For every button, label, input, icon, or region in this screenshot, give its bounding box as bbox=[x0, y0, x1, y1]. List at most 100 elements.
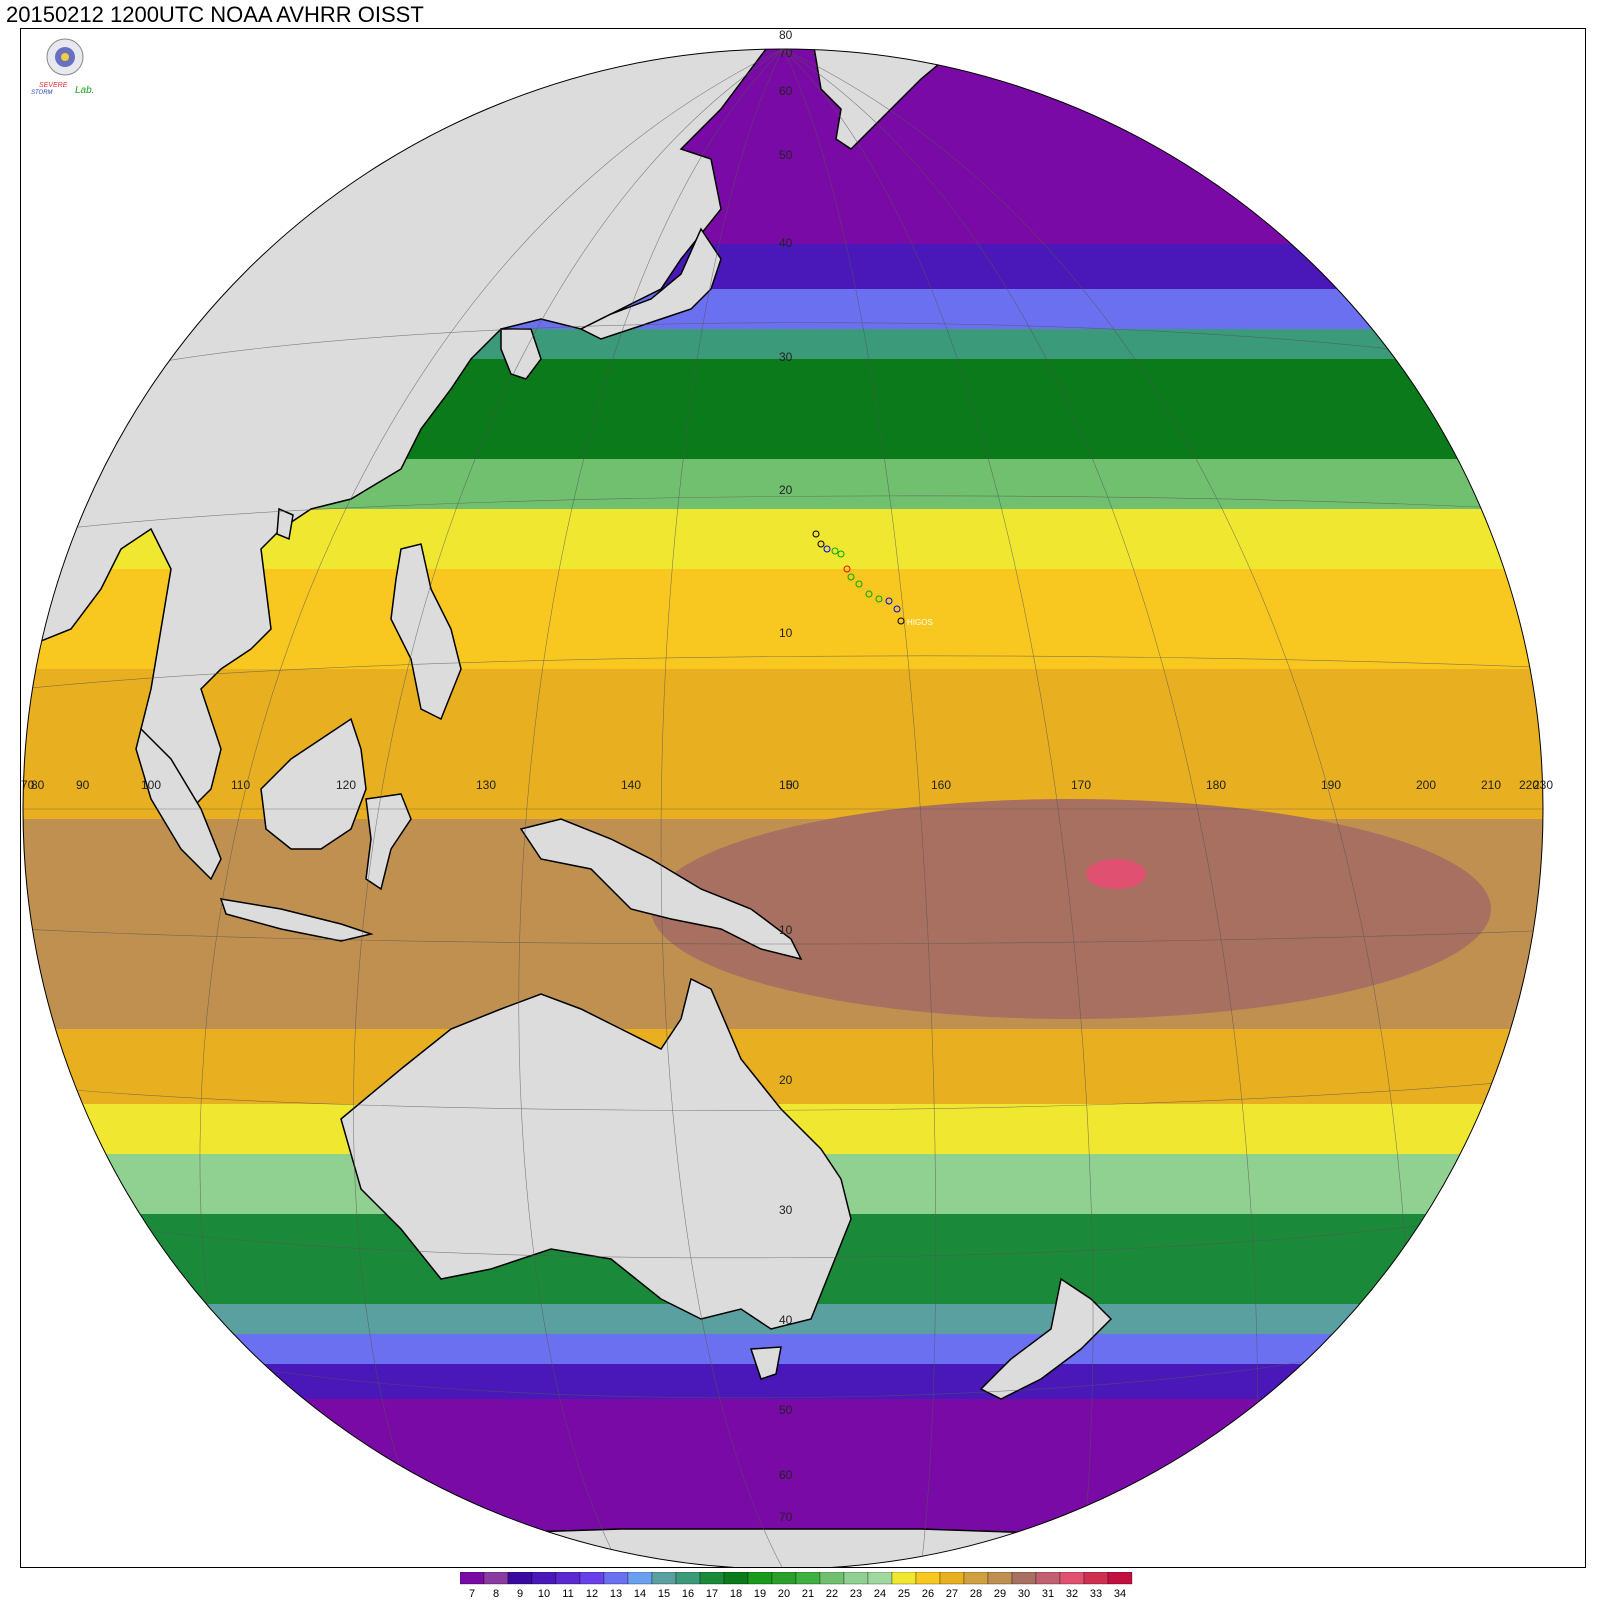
colorbar-swatch-17 bbox=[699, 1572, 725, 1585]
colorbar-swatch-30 bbox=[1011, 1572, 1037, 1585]
colorbar-swatch-14 bbox=[627, 1572, 653, 1585]
lat-label-60n: 60 bbox=[779, 84, 793, 98]
colorbar-swatch-31 bbox=[1035, 1572, 1061, 1585]
lat-label-40s: 40 bbox=[779, 1313, 793, 1327]
sst-warm-core bbox=[651, 799, 1491, 1019]
graticule bbox=[23, 49, 1543, 1567]
lon-label-120: 120 bbox=[336, 778, 356, 792]
logo-storm-text: STORM bbox=[31, 90, 53, 96]
colorbar-label-34: 34 bbox=[1114, 1588, 1126, 1600]
antarctica-edge bbox=[23, 1528, 1543, 1567]
colorbar-swatch-21 bbox=[795, 1572, 821, 1585]
colorbar-label-9: 9 bbox=[517, 1588, 523, 1600]
colorbar-label-33: 33 bbox=[1090, 1588, 1102, 1600]
lon-label-140: 140 bbox=[621, 778, 641, 792]
lon-label-150: 150 bbox=[779, 778, 799, 792]
lon-label-180: 180 bbox=[1206, 778, 1226, 792]
colorbar-label-28: 28 bbox=[970, 1588, 982, 1600]
java bbox=[219, 898, 374, 942]
map-frame: HIGOS 70 80 90 100 110 120 130 140 150 1… bbox=[20, 28, 1586, 1568]
colorbar-label-7: 7 bbox=[469, 1588, 475, 1600]
colorbar-swatch-12 bbox=[579, 1572, 605, 1585]
colorbar-swatch-29 bbox=[987, 1572, 1013, 1585]
storm-label: HIGOS bbox=[907, 618, 933, 627]
lon-label-100: 100 bbox=[141, 778, 161, 792]
lon-label-220: 220 bbox=[1519, 778, 1539, 792]
colorbar-swatch-22 bbox=[819, 1572, 845, 1585]
sumatra bbox=[135, 727, 222, 881]
colorbar-swatch-9 bbox=[507, 1572, 533, 1585]
sst-hot-spot bbox=[1086, 859, 1146, 889]
colorbar-label-20: 20 bbox=[778, 1588, 790, 1600]
lat-label-50n: 50 bbox=[779, 148, 793, 162]
latitude-labels: 80 70 60 50 40 30 20 10 0 10 20 30 40 50… bbox=[779, 29, 793, 1524]
lon-label-190: 190 bbox=[1321, 778, 1341, 792]
colorbar-swatch-33 bbox=[1083, 1572, 1109, 1585]
lat-label-20n: 20 bbox=[779, 483, 793, 497]
sst-band-north-cold bbox=[23, 49, 1543, 249]
colorbar-label-17: 17 bbox=[706, 1588, 718, 1600]
colorbar-label-12: 12 bbox=[586, 1588, 598, 1600]
logo-lab-text: Lab. bbox=[75, 85, 94, 96]
lon-label-210: 210 bbox=[1481, 778, 1501, 792]
longitude-labels: 70 80 90 100 110 120 130 140 150 160 170… bbox=[21, 778, 1553, 792]
storm-track: HIGOS bbox=[812, 530, 933, 627]
colorbar-swatch-28 bbox=[963, 1572, 989, 1585]
colorbar-swatch-25 bbox=[891, 1572, 917, 1585]
colorbar-swatch-10 bbox=[531, 1572, 557, 1585]
colorbar-swatch-34 bbox=[1107, 1572, 1133, 1585]
colorbar-swatch-26 bbox=[915, 1572, 941, 1585]
colorbar-swatch-19 bbox=[747, 1572, 773, 1585]
taiwan bbox=[276, 507, 294, 541]
colorbar-swatch-7 bbox=[460, 1572, 485, 1585]
lat-label-50s: 50 bbox=[779, 1403, 793, 1417]
colorbar-label-18: 18 bbox=[730, 1588, 742, 1600]
lon-label-200: 200 bbox=[1416, 778, 1436, 792]
lon-label-90: 90 bbox=[76, 778, 90, 792]
lat-label-10n: 10 bbox=[779, 626, 793, 640]
colorbar-swatch-18 bbox=[723, 1572, 749, 1585]
colorbar-label-19: 19 bbox=[754, 1588, 766, 1600]
colorbar-label-29: 29 bbox=[994, 1588, 1006, 1600]
colorbar-label-27: 27 bbox=[946, 1588, 958, 1600]
australia bbox=[340, 977, 852, 1330]
colorbar-label-14: 14 bbox=[634, 1588, 646, 1600]
colorbar-label-31: 31 bbox=[1042, 1588, 1054, 1600]
globe-outline bbox=[22, 48, 1544, 1567]
colorbar-label-16: 16 bbox=[682, 1588, 694, 1600]
colorbar-swatch-24 bbox=[867, 1572, 893, 1585]
philippines bbox=[390, 543, 462, 721]
colorbar-swatch-16 bbox=[675, 1572, 701, 1585]
sst-band-north-orange bbox=[23, 569, 1543, 679]
colorbar-label-30: 30 bbox=[1018, 1588, 1030, 1600]
severe-storm-lab-logo: SEVERE STORM Lab. bbox=[31, 38, 94, 96]
lat-label-0: 0 bbox=[786, 778, 793, 792]
lat-label-10s: 10 bbox=[779, 923, 793, 937]
lat-label-80n: 80 bbox=[779, 29, 793, 42]
sst-globe-map[interactable]: HIGOS 70 80 90 100 110 120 130 140 150 1… bbox=[21, 29, 1586, 1568]
sst-band-south-cool bbox=[23, 1364, 1543, 1404]
colorbar-label-10: 10 bbox=[538, 1588, 550, 1600]
lon-label-230: 230 bbox=[1533, 778, 1553, 792]
lat-label-30n: 30 bbox=[779, 350, 793, 364]
korea-peninsula bbox=[500, 328, 542, 380]
colorbar-label-11: 11 bbox=[562, 1588, 573, 1600]
lat-label-40n: 40 bbox=[779, 236, 793, 250]
colorbar-label-8: 8 bbox=[493, 1588, 499, 1600]
new-zealand bbox=[979, 1277, 1113, 1400]
tasmania bbox=[749, 1346, 782, 1380]
colorbar-label-32: 32 bbox=[1066, 1588, 1078, 1600]
colorbar-swatch-20 bbox=[771, 1572, 797, 1585]
new-guinea bbox=[519, 818, 803, 961]
lat-label-30s: 30 bbox=[779, 1203, 793, 1217]
lat-label-70s: 70 bbox=[779, 1510, 793, 1524]
lon-label-80: 80 bbox=[31, 778, 45, 792]
colorbar-swatch-11 bbox=[555, 1572, 581, 1585]
colorbar-label-13: 13 bbox=[610, 1588, 622, 1600]
colorbar-swatches bbox=[460, 1572, 1133, 1585]
borneo bbox=[260, 717, 367, 850]
sst-colorbar-legend: 7 8 9 10 11 12 13 14 15 16 17 18 19 20 21 22 23 24 25 26 27 2… bbox=[460, 1572, 1133, 1600]
lat-label-20s: 20 bbox=[779, 1073, 793, 1087]
colorbar-labels: 7 8 9 10 11 12 13 14 15 16 17 18 19 20 21 22 23 24 25 26 27 2… bbox=[469, 1588, 1126, 1600]
lat-label-60s: 60 bbox=[779, 1468, 793, 1482]
